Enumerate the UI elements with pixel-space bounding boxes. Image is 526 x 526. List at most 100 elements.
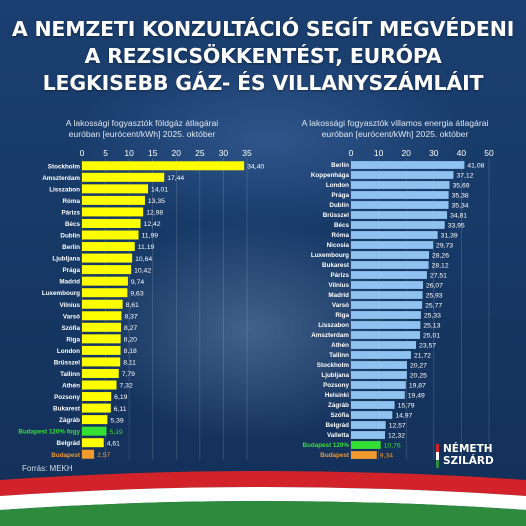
power-bar bbox=[351, 441, 381, 449]
power-value-label: 20,27 bbox=[410, 362, 427, 369]
gas-category-label: Stockholm bbox=[48, 163, 81, 170]
gas-value-label: 12,42 bbox=[144, 221, 161, 228]
gas-bar bbox=[82, 415, 108, 425]
power-value-label: 25,13 bbox=[423, 322, 440, 329]
power-bar bbox=[351, 191, 449, 199]
power-bar bbox=[351, 351, 411, 359]
power-bar bbox=[351, 281, 423, 289]
gas-bar bbox=[82, 380, 117, 390]
power-value-label: 41,08 bbox=[467, 162, 484, 169]
gas-bar bbox=[82, 288, 128, 298]
power-bar bbox=[351, 391, 405, 399]
gas-value-label: 13,35 bbox=[148, 198, 165, 205]
gas-value-label: 4,61 bbox=[107, 440, 120, 447]
gas-category-label: Lisszabon bbox=[49, 186, 80, 193]
gas-category-label: Vilnius bbox=[59, 302, 80, 309]
power-value-label: 25,33 bbox=[424, 312, 441, 319]
power-value-label: 14,97 bbox=[395, 412, 412, 419]
gas-value-label: 5,19 bbox=[109, 429, 122, 436]
gas-x-tick-label: 0 bbox=[80, 148, 85, 158]
power-value-label: 10,76 bbox=[384, 442, 401, 449]
power-category-label: Nicosia bbox=[327, 242, 350, 249]
power-bar bbox=[351, 251, 429, 259]
gas-x-tick-label: 25 bbox=[195, 148, 205, 158]
brand-logo: NÉMETH SZILÁRD bbox=[443, 443, 494, 467]
power-value-label: 9,34 bbox=[380, 452, 393, 459]
power-category-label: Dublin bbox=[329, 202, 349, 209]
title-line-3: LEGKISEBB GÁZ- ÉS VILLANYSZÁMLÁIT bbox=[42, 71, 484, 95]
gas-bar bbox=[82, 172, 165, 182]
power-value-label: 12,32 bbox=[388, 432, 405, 439]
power-value-label: 20,25 bbox=[410, 372, 427, 379]
gas-value-label: 11,99 bbox=[142, 233, 159, 240]
power-bar bbox=[351, 411, 393, 419]
power-value-label: 29,73 bbox=[436, 242, 453, 249]
gas-value-label: 5,39 bbox=[110, 417, 123, 424]
gas-category-label: Ljubljana bbox=[52, 256, 80, 263]
power-value-label: 25,01 bbox=[423, 332, 440, 339]
power-category-label: Ljubljana bbox=[321, 372, 349, 379]
power-category-label: Berlin bbox=[331, 162, 349, 169]
brand-flag-mark bbox=[436, 444, 439, 468]
page-title: A NEMZETI KONZULTÁCIÓ SEGÍT MEGVÉDENI A … bbox=[0, 16, 526, 97]
power-category-label: Szófia bbox=[330, 412, 349, 419]
gas-x-tick-label: 10 bbox=[124, 148, 134, 158]
gas-bar bbox=[82, 230, 139, 240]
gas-bar bbox=[82, 322, 121, 332]
power-category-label: Madrid bbox=[328, 292, 349, 299]
power-category-label: Tallinn bbox=[329, 352, 349, 359]
gas-category-label: Luxembourg bbox=[42, 290, 80, 297]
power-value-label: 21,72 bbox=[414, 352, 431, 359]
power-x-tick-label: 30 bbox=[429, 148, 439, 158]
power-category-label: Koppenhága bbox=[311, 172, 350, 179]
gas-value-label: 8,61 bbox=[126, 302, 139, 309]
power-category-label: Róma bbox=[332, 232, 350, 239]
brand-line-1: NÉMETH bbox=[443, 443, 493, 455]
power-bar bbox=[351, 161, 465, 169]
power-bar bbox=[351, 451, 377, 459]
power-subtitle-line-1: A lakossági fogyasztók villamos energia … bbox=[301, 118, 489, 128]
gas-category-label: Riga bbox=[66, 336, 80, 343]
gas-category-label: Athén bbox=[62, 383, 80, 390]
gas-bar bbox=[82, 161, 245, 171]
gas-category-label: Budapest 120% fogy bbox=[18, 429, 80, 436]
power-bar bbox=[351, 381, 406, 389]
gas-value-label: 8,11 bbox=[123, 360, 136, 367]
gas-category-label: Madrid bbox=[59, 279, 80, 286]
power-value-label: 33,95 bbox=[448, 222, 465, 229]
gas-bar bbox=[82, 299, 123, 309]
flag-red-stripe bbox=[0, 471, 526, 496]
power-category-label: Riga bbox=[335, 312, 349, 319]
power-category-label: Lisszabon bbox=[318, 322, 349, 329]
power-category-label: Varsó bbox=[332, 302, 349, 309]
gas-category-label: London bbox=[57, 348, 80, 355]
power-bar bbox=[351, 231, 438, 239]
power-bar bbox=[351, 171, 454, 179]
gas-chart-subtitle: A lakossági fogyasztók földgáz átlagárai… bbox=[24, 118, 260, 140]
power-value-label: 37,12 bbox=[456, 172, 473, 179]
gas-value-label: 7,79 bbox=[122, 371, 135, 378]
gas-value-label: 8,37 bbox=[124, 313, 137, 320]
gas-bar bbox=[82, 184, 149, 194]
power-bar bbox=[351, 331, 421, 339]
gas-category-label: Párizs bbox=[61, 209, 80, 216]
power-value-label: 28,26 bbox=[432, 252, 449, 259]
power-category-label: Brüsszel bbox=[323, 212, 349, 219]
gas-bar bbox=[82, 195, 145, 205]
power-category-label: Athén bbox=[331, 342, 349, 349]
power-bar bbox=[351, 321, 421, 329]
power-bar bbox=[351, 401, 395, 409]
power-value-label: 25,77 bbox=[425, 302, 442, 309]
power-category-label: Amszterdam bbox=[311, 332, 349, 339]
power-category-label: Zágráb bbox=[328, 402, 349, 409]
gas-bar bbox=[82, 276, 128, 286]
power-category-label: Bécs bbox=[334, 222, 350, 229]
power-category-label: Valletta bbox=[327, 432, 350, 439]
power-bar bbox=[351, 301, 423, 309]
power-bar bbox=[351, 271, 427, 279]
gas-bar bbox=[82, 438, 104, 448]
gas-bar bbox=[82, 449, 95, 459]
power-value-label: 35,34 bbox=[452, 202, 469, 209]
power-bar bbox=[351, 241, 434, 249]
